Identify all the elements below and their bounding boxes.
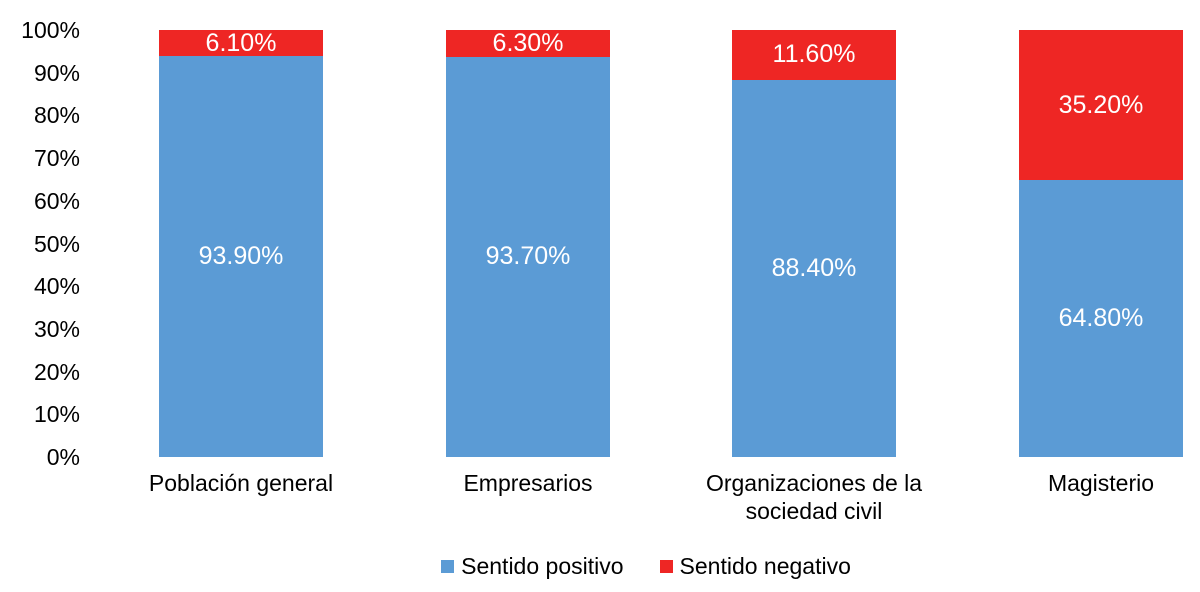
segment-positive: 93.70% — [446, 56, 610, 457]
y-axis-tick-label: 60% — [33, 187, 80, 214]
x-axis-category-label: Empresarios — [463, 470, 593, 496]
segment-negative: 6.30% — [446, 30, 610, 57]
x-axis-category-label: Magisterio — [1047, 470, 1155, 496]
y-axis-tick-label: 50% — [33, 230, 80, 257]
data-label: 35.20% — [1058, 90, 1144, 119]
bar-1: 6.10% 93.90% — [159, 30, 323, 457]
data-label: 64.80% — [1058, 304, 1144, 333]
segment-negative: 35.20% — [1019, 30, 1183, 181]
bar-4: 35.20% 64.80% — [1019, 30, 1183, 457]
y-axis-tick-label: 10% — [33, 401, 80, 428]
bar-2: 6.30% 93.70% — [446, 30, 610, 457]
bar-3: 11.60% 88.40% — [732, 30, 896, 457]
data-label: 93.70% — [485, 242, 571, 271]
data-label: 11.60% — [772, 40, 856, 69]
legend-item-positivo: Sentido positivo — [441, 553, 624, 580]
segment-negative: 11.60% — [732, 30, 896, 80]
segment-negative: 6.10% — [159, 28, 323, 57]
y-axis-tick-label: 100% — [21, 17, 80, 43]
data-label: 6.30% — [492, 28, 564, 57]
legend-item-negativo: Sentido negativo — [659, 553, 851, 580]
data-label: 6.10% — [205, 28, 277, 57]
legend-swatch-icon — [441, 560, 455, 573]
segment-positive: 93.90% — [159, 56, 323, 457]
y-axis-tick-label: 80% — [33, 102, 80, 129]
data-label: 93.90% — [198, 242, 284, 271]
y-axis-tick-label: 0% — [46, 444, 80, 470]
legend: Sentido positivo Sentido negativo — [100, 553, 1192, 580]
legend-label: Sentido positivo — [461, 553, 624, 579]
y-axis-tick-label: 70% — [33, 145, 80, 172]
y-axis-tick-label: 40% — [33, 273, 80, 300]
y-axis-tick-label: 90% — [33, 59, 80, 86]
segment-positive: 64.80% — [1019, 180, 1183, 457]
y-axis-tick-label: 20% — [33, 358, 80, 385]
y-axis-tick-label: 30% — [33, 315, 80, 342]
legend-label: Sentido negativo — [679, 553, 851, 579]
legend-swatch-icon — [659, 560, 673, 573]
x-axis-category-label: Población general — [148, 470, 334, 496]
data-label: 88.40% — [771, 253, 857, 282]
segment-positive: 88.40% — [732, 79, 896, 457]
x-axis-category-label: Organizaciones de la sociedad civil — [705, 470, 923, 524]
